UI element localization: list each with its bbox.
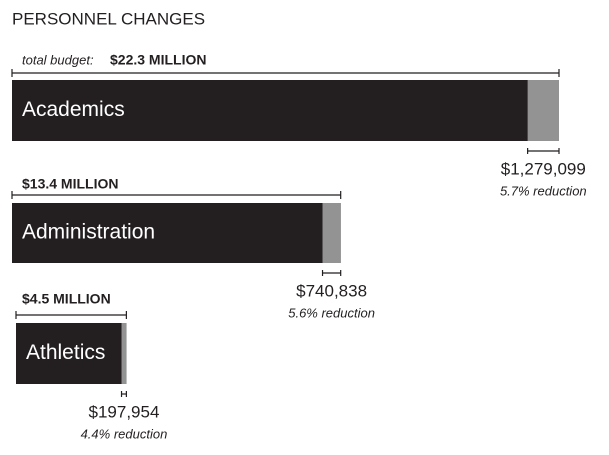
reduction-label: $1,279,099 xyxy=(501,159,586,178)
category-label: Athletics xyxy=(26,341,105,364)
budget-bar xyxy=(16,323,127,384)
category-label: Administration xyxy=(22,221,155,244)
category-label: Academics xyxy=(22,98,125,121)
budget-label: $4.5 MILLION xyxy=(22,291,111,307)
reduction-percent: 5.7% reduction xyxy=(500,183,587,198)
budget-prefix: total budget: xyxy=(22,52,94,67)
budget-label: $13.4 MILLION xyxy=(22,176,118,192)
reduction-bar xyxy=(322,203,341,263)
reduction-percent: 5.6% reduction xyxy=(288,305,375,320)
reduction-label: $197,954 xyxy=(89,402,160,421)
reduction-bar xyxy=(121,323,127,384)
budget-bar xyxy=(12,80,559,141)
reduction-bar xyxy=(527,80,559,141)
budget-label: $22.3 MILLION xyxy=(110,52,206,68)
chart-title: PERSONNEL CHANGES xyxy=(12,9,205,28)
reduction-percent: 4.4% reduction xyxy=(81,426,168,441)
budget-bar xyxy=(12,203,341,263)
reduction-label: $740,838 xyxy=(296,281,367,300)
